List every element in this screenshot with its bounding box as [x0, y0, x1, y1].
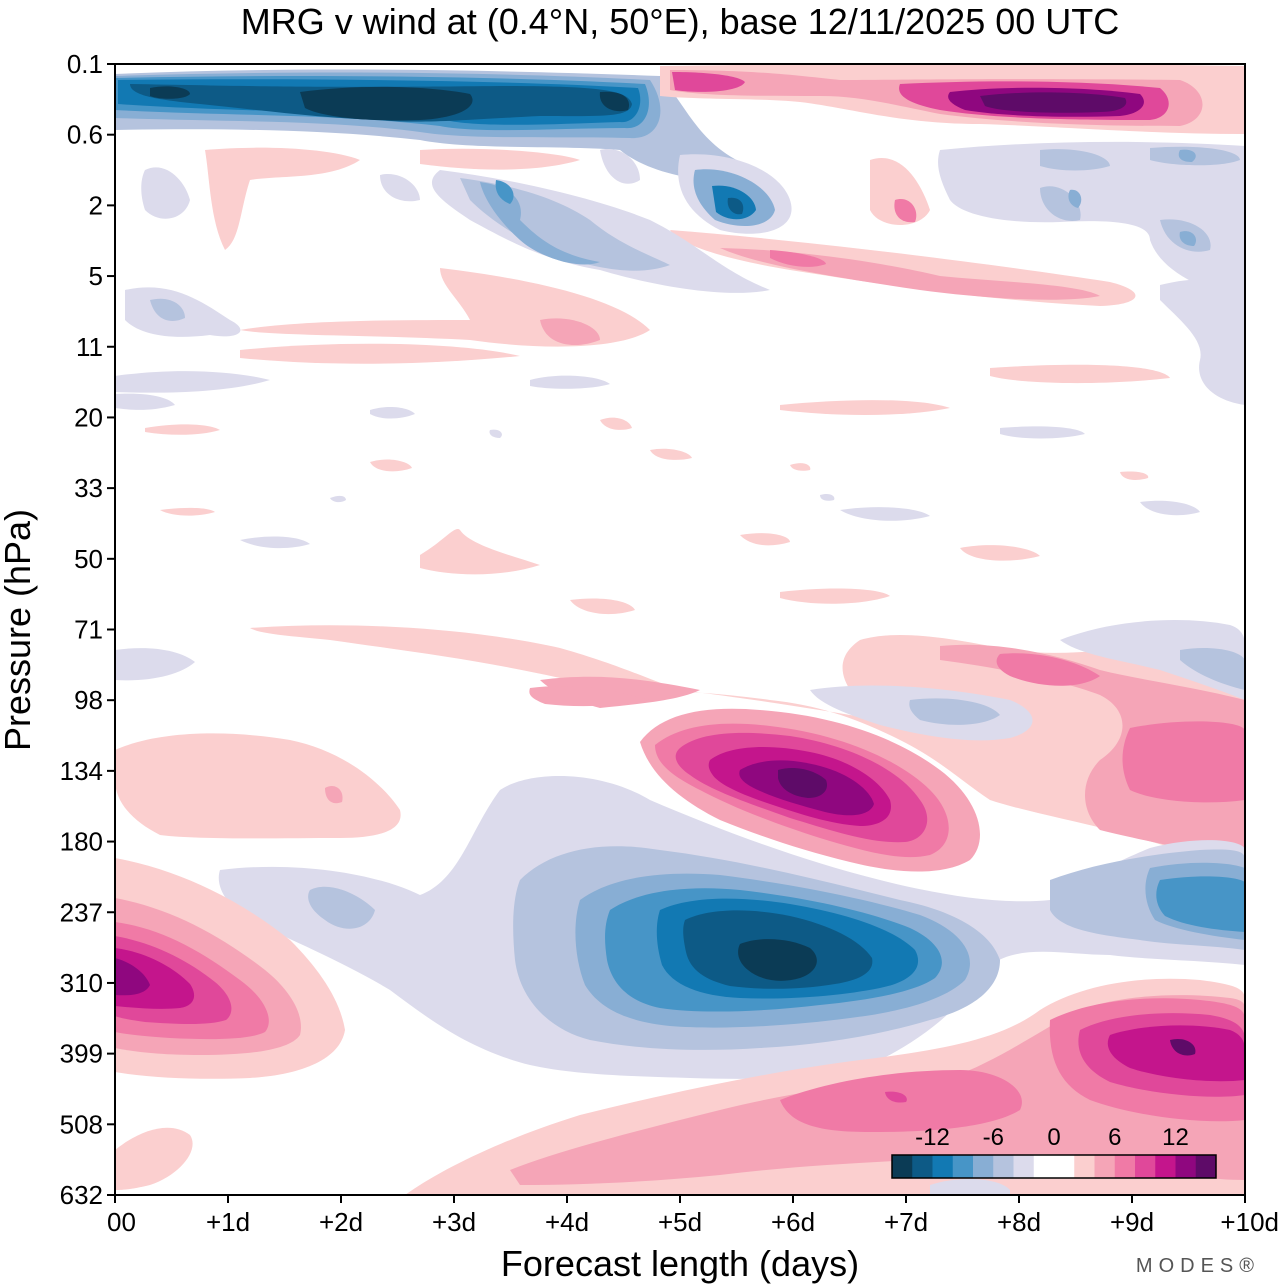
y-tick-label: 0.1	[67, 49, 103, 79]
contour-neg-8-strat-a	[495, 180, 514, 204]
contour-pos-8-band-a	[996, 653, 1245, 803]
y-tick-label: 33	[74, 473, 103, 503]
contour-neg-14-low	[738, 939, 817, 981]
colorbar-swatch	[1175, 1155, 1197, 1178]
contour-neg-4-band	[909, 648, 1245, 725]
contour-pos-16-top	[980, 92, 1127, 113]
x-tick-label: +7d	[884, 1207, 928, 1237]
contour-pos-16-band-c	[778, 768, 828, 798]
colorbar-tick-label: 0	[1047, 1124, 1060, 1151]
contour-neg-2-strat-f	[1160, 278, 1245, 405]
y-tick-label: 98	[74, 685, 103, 715]
y-axis: 0.1 0.6 2 5 11 20 33 50 71 98 134 180 237 310 399 508 63…	[60, 49, 115, 1210]
y-tick-label: 399	[60, 1039, 103, 1069]
colorbar-swatch	[892, 1155, 913, 1178]
y-tick-label: 0.6	[67, 120, 103, 150]
colorbar-swatch	[1033, 1155, 1055, 1178]
colorbar-swatch	[912, 1155, 933, 1178]
contour-pos-4-strat-f	[540, 318, 600, 346]
colorbar-swatch	[1074, 1155, 1095, 1178]
colorbar-swatch	[993, 1155, 1014, 1178]
contour-pos-4-band-a	[540, 644, 1245, 860]
x-tick-label: +10d	[1220, 1207, 1279, 1237]
y-tick-label: 20	[74, 402, 103, 432]
contour-pos-8-strat-c	[770, 250, 826, 267]
colorbar: -12 -6 0 6 12	[891, 1124, 1217, 1179]
contour-pos-4-band-b2	[325, 785, 343, 804]
y-axis-label: Pressure (hPa)	[0, 509, 38, 751]
y-tick-label: 237	[60, 897, 103, 927]
y-tick-label: 50	[74, 544, 103, 574]
colorbar-swatch	[1155, 1155, 1176, 1178]
x-tick-label: +9d	[1110, 1207, 1154, 1237]
contour-neg-2-strat-c	[938, 141, 1245, 300]
colorbar-swatch	[952, 1155, 974, 1178]
contour-neg-10-strat-b	[727, 197, 744, 215]
contour-pos-12b-lowright	[1107, 1025, 1245, 1082]
y-tick-label: 11	[76, 332, 103, 362]
x-tick-label: +2d	[319, 1207, 363, 1237]
y-tick-label: 508	[60, 1109, 103, 1139]
y-tick-label: 2	[89, 190, 103, 220]
contour-pos-2-strat-b	[420, 148, 580, 170]
colorbar-swatch	[1135, 1155, 1156, 1178]
contour-neg-6-strat-c	[1068, 149, 1197, 246]
contour-neg-2-strat-g	[370, 375, 1085, 439]
y-tick-label: 180	[60, 827, 103, 857]
colorbar-swatch	[1013, 1155, 1035, 1178]
contour-neg-2-strat-d	[141, 149, 640, 219]
colorbar-tick-label: 6	[1108, 1124, 1121, 1151]
colorbar-swatch	[973, 1155, 994, 1178]
contour-pos-2-strat-g	[240, 343, 520, 364]
contour-neg-2-bottom	[930, 1178, 1010, 1195]
colorbar-tick-label: -12	[915, 1124, 950, 1151]
y-tick-label: 632	[60, 1180, 103, 1210]
x-tick-label: +3d	[432, 1207, 476, 1237]
contour-pos-2-band-a	[250, 625, 1245, 860]
colorbar-swatch	[1054, 1155, 1075, 1178]
x-axis-label: Forecast length (days)	[501, 1243, 859, 1284]
colorbar-tick-label: 12	[1162, 1124, 1189, 1151]
y-tick-label: 5	[89, 261, 103, 291]
contour-pos-2-strat-h	[990, 364, 1170, 384]
contour-pos-4-strat-d	[894, 199, 917, 223]
y-tick-label: 71	[74, 615, 103, 645]
contour-pos-2-strat-a	[205, 147, 360, 250]
x-tick-label: +1d	[206, 1207, 250, 1237]
colorbar-swatch	[1114, 1155, 1136, 1178]
contour-pos-16-lowright	[1170, 1038, 1196, 1056]
contour-pos-2-band-b	[115, 733, 401, 839]
x-tick-label: +8d	[997, 1207, 1041, 1237]
contour-neg-4-strat-c	[1040, 146, 1240, 252]
contour-pos-4-band-b	[529, 686, 650, 707]
x-tick-label: 00	[107, 1207, 136, 1237]
colorbar-tick-label: -6	[983, 1124, 1004, 1151]
contour-pos-2-strat-i	[780, 400, 950, 415]
colorbar-swatch	[1094, 1155, 1116, 1178]
colorbar-swatch	[932, 1155, 954, 1178]
colorbar-swatch	[1195, 1155, 1217, 1178]
x-axis: 00 +1d +2d +3d +4d +5d +6d +7d +8d +9d +10d	[107, 1195, 1279, 1237]
y-tick-label: 134	[60, 756, 103, 786]
contour-pos-2-bottomleft	[115, 1127, 193, 1190]
chart-title: MRG v wind at (0.4°N, 50°E), base 12/11/…	[241, 1, 1120, 42]
x-tick-label: +4d	[545, 1207, 589, 1237]
contour-neg-2-strat-e	[115, 287, 270, 410]
x-tick-label: +6d	[771, 1207, 815, 1237]
colorbar-frame	[891, 1154, 1217, 1179]
contour-field	[115, 64, 1245, 1195]
contour-neg-4-strat-e	[150, 298, 185, 321]
contour-pos-2-strat-d	[870, 158, 930, 225]
contour-pos-14-lowleft	[115, 958, 150, 996]
y-tick-label: 310	[60, 968, 103, 998]
brand-logo: MODES®	[1136, 1255, 1260, 1277]
x-tick-label: +5d	[658, 1207, 702, 1237]
contour-neg-12-top	[150, 86, 630, 121]
